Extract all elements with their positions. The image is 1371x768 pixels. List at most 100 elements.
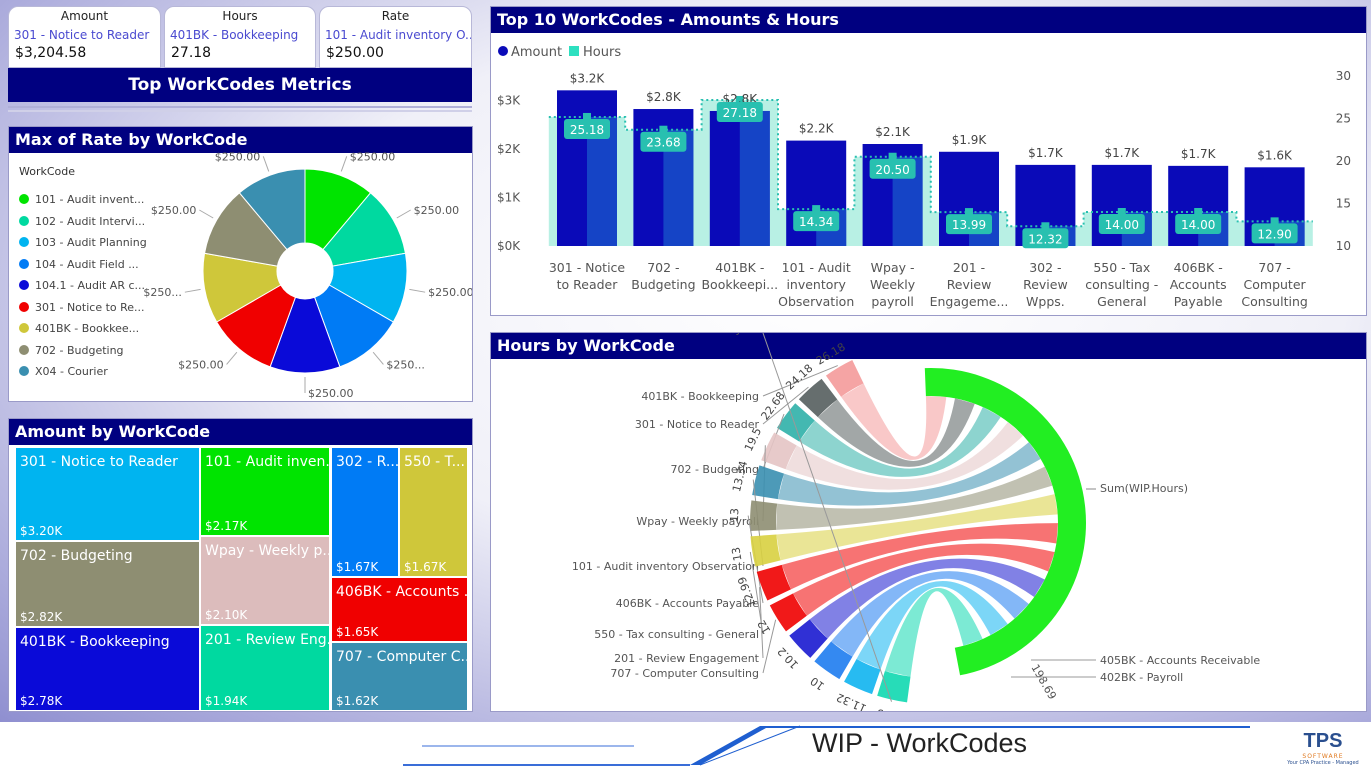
treemap-cell[interactable]: 401BK - Bookkeeping $2.78K — [15, 627, 200, 711]
chord-source-arc — [761, 432, 797, 470]
chord-source-arc — [825, 360, 864, 397]
page-title: WIP - WorkCodes — [812, 728, 1028, 758]
chord-source-value: 10 — [808, 674, 827, 693]
hours-chord-chart[interactable]: Sum(WIP.Hours) 198.69 26.18 401BK - Bookkee… — [491, 333, 1367, 712]
treemap-cell-label: 707 - Computer C... — [336, 649, 468, 665]
y-right-tick-label: 30 — [1336, 69, 1351, 83]
chord-source-label: 401BK - Bookkeeping — [641, 390, 759, 403]
category-label: 702 - — [647, 260, 679, 275]
treemap-cell[interactable]: 707 - Computer C... $1.62K — [331, 642, 468, 711]
legend-dot-icon — [19, 215, 29, 226]
kpi-card-hours[interactable]: Hours 401BK - Bookkeeping 27.18 — [164, 6, 316, 68]
legend-label: 101 - Audit invent... — [35, 193, 145, 206]
treemap-cell[interactable]: 201 - Review Eng... $1.94K — [200, 625, 330, 711]
hours-by-workcode-panel[interactable]: Hours by WorkCode Sum(WIP.Hours) 198.69 26… — [490, 332, 1367, 712]
chord-ribbon — [776, 466, 1053, 530]
chord-leader-line — [762, 619, 777, 674]
treemap-cell-value: $1.67K — [336, 560, 379, 574]
treemap-cell[interactable]: 302 - R... $1.67K — [331, 447, 399, 577]
treemap-cell-value: $1.65K — [336, 625, 379, 639]
chord-source-arc — [798, 378, 838, 418]
donut-leader-line — [184, 288, 201, 293]
legend-label: 102 - Audit Intervi... — [35, 214, 146, 228]
legend-item[interactable]: 104 - Audit Field ... — [19, 258, 139, 271]
legend-dot-icon — [19, 258, 29, 269]
kpi-card-rate[interactable]: Rate 101 - Audit inventory O... $250.00 — [319, 6, 472, 68]
amount-data-label: $1.9K — [952, 133, 988, 147]
chord-ribbon — [776, 494, 1058, 561]
category-label: Wpay - — [871, 260, 915, 275]
chord-source-label: 405BK - Accounts Receivable — [1100, 654, 1260, 667]
legend-item[interactable]: X04 - Courier — [19, 365, 108, 378]
category-label: 201 - — [953, 260, 985, 275]
legend-item[interactable]: 104.1 - Audit AR c... — [19, 279, 145, 292]
chord-ribbon — [856, 581, 1008, 670]
treemap-cell-value: $1.94K — [205, 694, 248, 708]
hours-label-box — [1251, 223, 1298, 244]
legend-label: 103 - Audit Planning — [35, 236, 147, 249]
kpi-header: Hours — [222, 9, 258, 23]
chord-source-value: 26.18 — [814, 340, 848, 367]
hours-label-box — [716, 101, 763, 122]
category-label: Engageme... — [930, 294, 1009, 309]
treemap-cell[interactable]: 101 - Audit inven... $2.17K — [200, 447, 330, 536]
legend-item[interactable]: 301 - Notice to Re... — [19, 301, 145, 314]
kpi-value: $3,204.58 — [15, 45, 87, 61]
donut-leader-line — [372, 351, 384, 365]
amount-by-workcode-panel[interactable]: Amount by WorkCode 301 - Notice to Reade… — [8, 418, 473, 712]
treemap-cell-value: $2.78K — [20, 694, 63, 708]
chord-ribbon — [831, 571, 1029, 657]
chord-source-label: 402BK - Payroll — [1100, 671, 1183, 684]
treemap-cell-label: 401BK - Bookkeeping — [20, 634, 170, 650]
category-label: Weekly — [870, 277, 916, 292]
treemap-cell-value: $2.82K — [20, 610, 63, 624]
hours-marker — [812, 205, 821, 214]
legend-item[interactable]: 101 - Audit invent... — [19, 193, 144, 206]
panel-title: Hours by WorkCode — [491, 333, 1366, 359]
category-label: Bookkeepi... — [701, 277, 778, 292]
rate-by-workcode-panel[interactable]: Max of Rate by WorkCode WorkCode 101 - A… — [8, 126, 473, 402]
legend-item[interactable]: 103 - Audit Planning — [19, 236, 147, 249]
hours-marker — [659, 125, 668, 134]
treemap-cell-label: 301 - Notice to Reader — [20, 454, 178, 470]
legend-dot-icon — [19, 323, 29, 333]
treemap-cell[interactable]: 406BK - Accounts ... $1.65K — [331, 577, 468, 642]
chord-target-arc — [924, 368, 1086, 676]
amount-data-label: $1.6K — [1257, 148, 1293, 162]
treemap-cell[interactable]: 550 - T... $1.67K — [399, 447, 468, 577]
category-label: Wpps. — [1026, 294, 1065, 309]
treemap-cell-value: $2.17K — [205, 519, 248, 533]
rate-donut-chart[interactable]: $250.00 $250.00 $250.00 $250... $250.00 $250.… — [9, 127, 473, 402]
top10-workcodes-panel[interactable]: Top 10 WorkCodes - Amounts & Hours Amoun… — [490, 6, 1367, 316]
hours-marker — [888, 152, 897, 161]
donut-leader-line — [396, 209, 411, 219]
logo-tagline: Your CPA Practice - Managed — [1287, 760, 1359, 766]
kpi-card-amount[interactable]: Amount 301 - Notice to Reader $3,204.58 — [8, 6, 161, 68]
chord-source-value: 10.2 — [775, 644, 801, 671]
banner-divider — [8, 106, 472, 112]
category-label: 707 - — [1258, 260, 1290, 275]
category-label: Review — [1023, 277, 1068, 292]
chord-source-arc — [752, 465, 785, 500]
treemap-cell[interactable]: Wpay - Weekly p... $2.10K — [200, 536, 330, 625]
treemap-cell[interactable]: 702 - Budgeting $2.82K — [15, 541, 200, 627]
chord-ribbon — [777, 442, 1041, 506]
chord-source-arc — [750, 500, 778, 531]
hours-data-label: 14.00 — [1105, 218, 1139, 232]
legend-item[interactable]: 401BK - Bookkee... — [19, 322, 139, 335]
y-left-tick-label: $2K — [497, 142, 521, 156]
chord-source-value: 7.99 — [875, 706, 902, 712]
logo-text: TPS — [1303, 730, 1343, 752]
chord-ribbon — [799, 407, 1001, 477]
donut-leader-line — [340, 156, 348, 172]
panel-title: Max of Rate by WorkCode — [9, 127, 472, 153]
legend-label: 401BK - Bookkee... — [35, 322, 140, 335]
chord-source-label: 550 - Tax consulting - General — [594, 628, 759, 641]
top10-combo-chart[interactable]: Amount Hours $0K $1K $2K $3K 10 15 20 25 30 $3.2K 25… — [491, 7, 1367, 316]
y-right-tick-label: 10 — [1336, 239, 1351, 253]
legend-item[interactable]: 102 - Audit Intervi... — [19, 215, 145, 228]
hours-marker — [965, 208, 973, 217]
footer-decoration — [403, 725, 1250, 766]
legend-item[interactable]: 702 - Budgeting — [19, 344, 124, 357]
treemap-cell[interactable]: 301 - Notice to Reader $3.20K — [15, 447, 200, 541]
